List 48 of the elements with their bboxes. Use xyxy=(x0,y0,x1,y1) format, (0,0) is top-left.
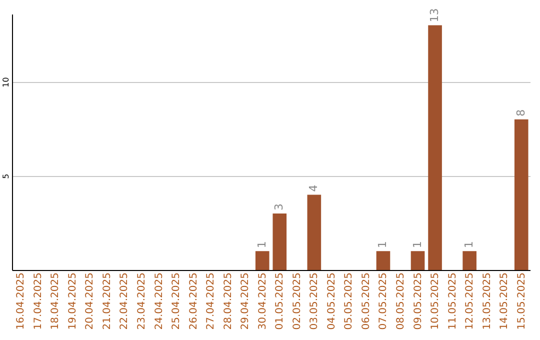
x-tick-label: 17.04.2025 xyxy=(32,272,44,330)
y-tick-label: 5 xyxy=(2,174,10,179)
x-tick-label: 07.05.2025 xyxy=(378,272,390,330)
x-tick-label: 05.05.2025 xyxy=(344,272,355,330)
x-tick-label: 29.04.2025 xyxy=(240,272,252,330)
x-tick-label: 13.05.2025 xyxy=(482,272,493,330)
y-tick-label: 10 xyxy=(2,77,10,88)
x-tick-label: 20.04.2025 xyxy=(84,272,96,330)
x-tick-label: 25.04.2025 xyxy=(171,272,182,330)
x-tick-label: 19.04.2025 xyxy=(67,272,78,330)
x-tick-label: 30.04.2025 xyxy=(257,272,268,330)
bar xyxy=(272,214,287,270)
x-tick-label: 14.05.2025 xyxy=(499,272,510,330)
x-tick-label: 09.05.2025 xyxy=(412,272,424,330)
x-tick-label: 10.05.2025 xyxy=(430,272,442,330)
x-tick-label: 02.05.2025 xyxy=(292,272,303,330)
x-tick-label: 01.05.2025 xyxy=(274,272,286,330)
x-tick-label: 26.04.2025 xyxy=(188,272,200,330)
x-tick-label: 18.04.2025 xyxy=(50,272,62,330)
bar xyxy=(376,251,390,270)
x-tick-label: 22.04.2025 xyxy=(119,272,130,330)
bar xyxy=(307,194,322,270)
x-tick-label: 23.04.2025 xyxy=(136,272,148,330)
data-label: 3 xyxy=(272,204,286,211)
data-label: 4 xyxy=(307,184,320,192)
bar xyxy=(410,251,425,270)
x-tick-label: 24.04.2025 xyxy=(154,272,165,330)
x-tick-label: 21.04.2025 xyxy=(102,272,113,330)
bar xyxy=(428,25,442,270)
bar xyxy=(255,251,270,270)
bar xyxy=(462,251,476,270)
data-label: 1 xyxy=(410,241,424,248)
x-tick-label: 12.05.2025 xyxy=(464,272,476,330)
x-tick-label: 27.04.2025 xyxy=(206,272,217,330)
x-tick-label: 06.05.2025 xyxy=(360,272,372,330)
data-label: 1 xyxy=(462,241,476,248)
data-label: 1 xyxy=(255,241,268,248)
x-tick-label: 15.05.2025 xyxy=(516,272,528,330)
bar xyxy=(514,119,528,270)
data-label: 13 xyxy=(428,8,442,22)
x-tick-label: 08.05.2025 xyxy=(396,272,406,330)
data-label: 1 xyxy=(376,241,390,248)
x-tick-label: 11.05.2025 xyxy=(447,272,458,330)
x-tick-label: 03.05.2025 xyxy=(309,272,320,330)
x-tick-label: 04.05.2025 xyxy=(326,272,338,330)
x-tick-label: 16.04.2025 xyxy=(16,272,27,330)
data-label: 8 xyxy=(514,109,528,116)
x-tick-label: 28.04.2025 xyxy=(222,272,234,330)
